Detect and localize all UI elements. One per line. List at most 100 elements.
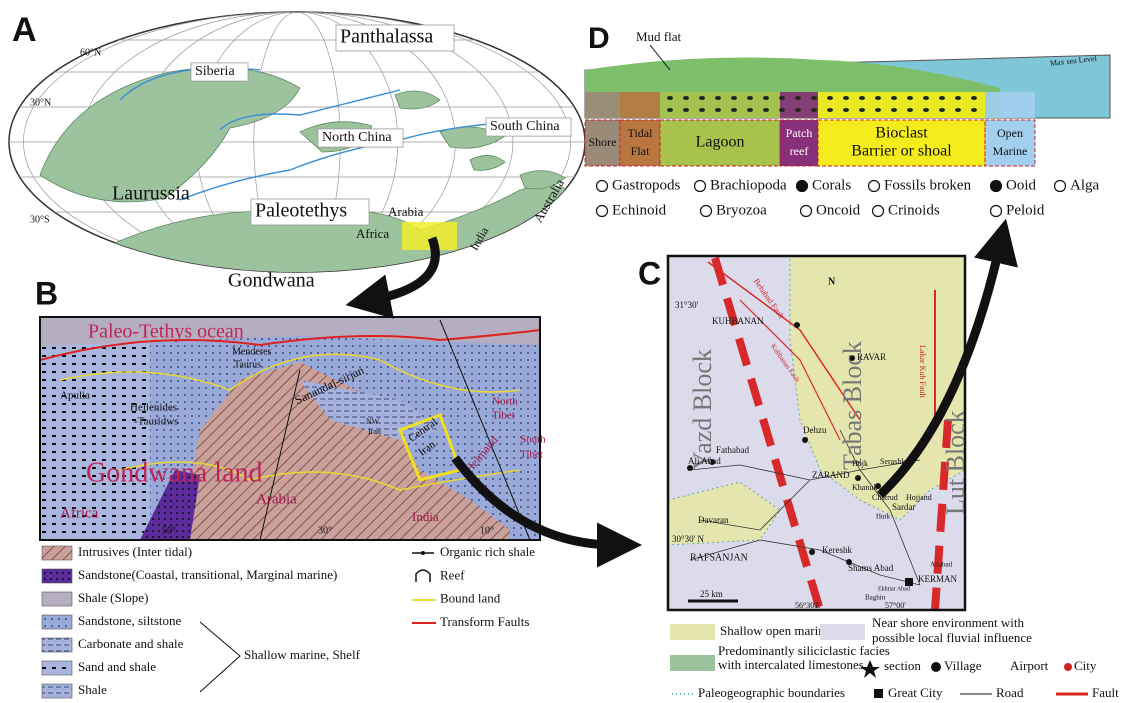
legend-label: Ooid (1006, 177, 1037, 193)
grain (747, 96, 753, 100)
fossil-icon (1055, 181, 1066, 192)
map-label: 56°30'E (795, 601, 821, 610)
legend-label: Reef (440, 567, 465, 582)
strata (985, 92, 1035, 118)
map-label: Aliabad (930, 561, 953, 569)
grain (891, 96, 897, 100)
legend-label: Near shore environment with (872, 615, 1024, 630)
grain (971, 96, 977, 100)
legend-label: Predominantly siliciclastic facies (718, 643, 890, 658)
map-label: Baghin (865, 594, 886, 602)
study-area (402, 222, 457, 250)
legend-swatch (820, 624, 865, 640)
grain (763, 108, 769, 112)
map-label: Hutk (876, 513, 891, 521)
grain (843, 108, 849, 112)
grain (859, 108, 865, 112)
grain (859, 96, 865, 100)
grain (971, 108, 977, 112)
map-label: Dehzu (803, 425, 827, 435)
map-label: Arabia (256, 491, 297, 507)
zone-label: Open (997, 126, 1023, 140)
panel-label: C (638, 255, 661, 291)
legend-swatch (42, 661, 72, 675)
grain (955, 96, 961, 100)
map-label: Hojjand (906, 493, 932, 502)
grain (763, 96, 769, 100)
map-label: Lut Block (941, 410, 970, 515)
legend-label: Fossils broken (884, 177, 972, 193)
region-label: North China (322, 130, 392, 145)
grain (843, 96, 849, 100)
legend-label: Bound land (440, 591, 501, 606)
legend-label: Village (944, 658, 982, 673)
zone-label: Marine (993, 144, 1028, 158)
map-label: Fathabad (716, 445, 749, 455)
strata (585, 92, 620, 118)
grain (795, 108, 801, 112)
legend-swatch (42, 546, 72, 560)
grain (811, 96, 817, 100)
legend-label: Intrusives (Inter tidal) (78, 544, 192, 559)
map-label: Kereshk (822, 545, 852, 555)
panel-label: B (35, 275, 58, 311)
legend-swatch (42, 638, 72, 652)
grain (667, 96, 673, 100)
legend-label: City (1074, 658, 1097, 673)
map-label: -Tauridws (134, 416, 178, 428)
fossil-icon (597, 181, 608, 192)
symbol (931, 662, 941, 672)
map-label: Shams Abad (848, 563, 894, 573)
great-city (905, 578, 913, 586)
legend-label: Corals (812, 177, 851, 193)
legend-label: Transform Faults (440, 614, 529, 629)
map-label: Gondwana land (86, 457, 263, 488)
map-label: Hojk (852, 459, 868, 468)
village (794, 322, 800, 328)
fossil-icon (801, 206, 812, 217)
map-label: Paleo-Tethys ocean (88, 321, 244, 343)
grain (811, 108, 817, 112)
fossil-icon (597, 206, 608, 217)
legend-swatch (42, 569, 72, 583)
zone-label: Barrier or shoal (851, 143, 952, 160)
grain (731, 108, 737, 112)
map-label: Hellenides (130, 402, 177, 414)
grain (907, 108, 913, 112)
legend-label: Great City (888, 685, 943, 700)
legend-label: Shallow marine, Shelf (244, 647, 361, 662)
grain (683, 96, 689, 100)
shape (416, 570, 430, 582)
legend-swatch (670, 655, 715, 671)
map-label: North (492, 396, 518, 408)
map-label: Ekhtiar Abad (878, 586, 910, 592)
map-label: 57°00' (885, 601, 906, 610)
grain (779, 96, 785, 100)
legend-label: Crinoids (888, 202, 940, 218)
region-label: Africa (356, 226, 389, 241)
map-label: South (520, 434, 546, 446)
grain (875, 108, 881, 112)
legend-label: Paleogeographic boundaries (698, 685, 845, 700)
map-label: Taurus (234, 359, 261, 370)
map-label: RAFSANJAN (690, 552, 748, 563)
grain (923, 108, 929, 112)
map-label: Khanuk (852, 483, 877, 492)
symbol (421, 551, 425, 555)
map-label: KERMAN (918, 574, 958, 584)
legend-label: Bryozoa (716, 202, 767, 218)
legend-label: Shale (Slope) (78, 590, 148, 605)
region-label: Gondwana (228, 270, 315, 292)
grain (923, 96, 929, 100)
grain (955, 108, 961, 112)
village (802, 437, 808, 443)
grain (779, 108, 785, 112)
strata (660, 92, 780, 118)
grain (715, 108, 721, 112)
legend-label: Oncoid (816, 202, 861, 218)
zone-label: Bioclast (875, 125, 928, 142)
map-label: Serashk (880, 457, 905, 466)
legend-label: Echinoid (612, 202, 667, 218)
grain (699, 108, 705, 112)
grain (939, 96, 945, 100)
